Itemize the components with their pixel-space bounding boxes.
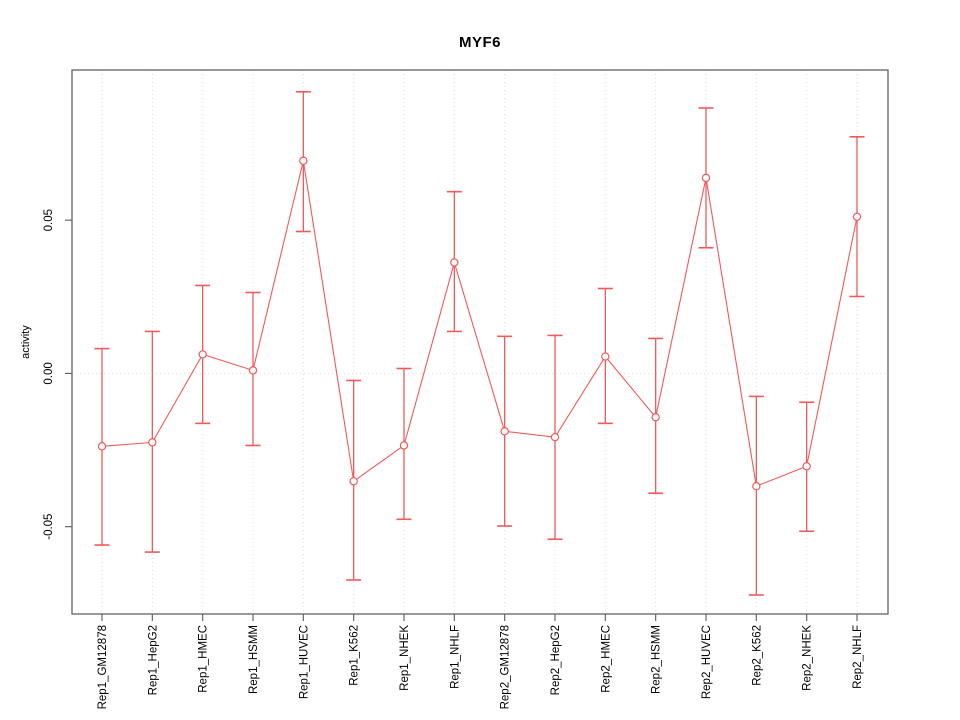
data-point [450,258,459,267]
x-tick-label: Rep2_K562 [751,625,763,686]
x-tick-label: Rep1_HepG2 [147,625,159,695]
x-tick-label: Rep2_GM12878 [500,625,512,709]
data-point [299,156,308,165]
series-line [101,160,858,487]
data-point [148,438,157,447]
x-tick-label: Rep2_HUVEC [701,625,713,699]
data-point [601,352,610,361]
x-tick-label: Rep1_HSMM [248,625,260,694]
x-tick-label: Rep2_HSMM [651,625,663,694]
error-bars [94,90,865,596]
x-tick-label: Rep2_HepG2 [550,625,562,695]
data-point [349,477,358,486]
chart-title: MYF6 [458,34,501,51]
data-point [701,173,711,183]
axis-tick-labels: -0.05 0.00 0.05 Rep1_GM12878 Rep1_HepG2 Rep1_… [43,209,864,709]
data-point [500,427,509,436]
data-point [550,432,560,442]
x-tick-label: Rep1_NHLF [449,625,461,689]
y-tick-label: 0.05 [43,209,55,231]
data-point [399,441,409,450]
axis-ticks [65,219,858,621]
x-tick-label: Rep1_K562 [349,625,361,686]
data-point [651,413,660,422]
x-tick-label: Rep1_HMEC [198,625,210,693]
data-point [198,350,207,359]
x-tick-label: Rep1_NHEK [399,625,411,691]
x-tick-label: Rep1_GM12878 [97,625,109,709]
y-tick-label: -0.05 [43,514,55,540]
data-point [97,442,107,451]
y-tick-label: 0.00 [43,362,55,384]
x-tick-label: Rep1_HUVEC [298,625,310,699]
plot-border [71,69,889,615]
x-tick-label: Rep2_HMEC [600,625,612,693]
gridlines [72,70,888,614]
data-points [97,156,862,491]
data-point [802,462,811,471]
x-tick-label: Rep2_NHEK [802,625,814,691]
x-tick-label: Rep2_NHLF [852,625,864,689]
data-point [752,481,761,491]
data-point [852,212,862,222]
data-point [248,366,258,375]
